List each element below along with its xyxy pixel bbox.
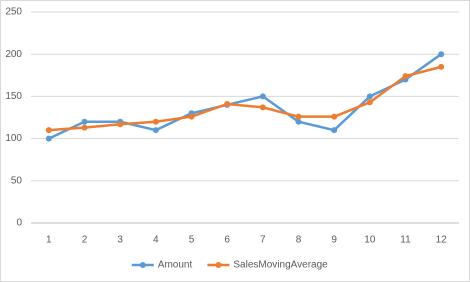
x-tick-label: 3: [117, 235, 123, 246]
y-tick-label: 50: [11, 175, 23, 186]
data-point: [259, 93, 266, 100]
x-tick-label: 9: [331, 235, 337, 246]
data-point: [188, 113, 195, 120]
x-tick-label: 2: [82, 235, 88, 246]
x-tick-label: 5: [189, 235, 195, 246]
data-point: [295, 118, 302, 125]
series-line: [48, 53, 442, 140]
data-point: [331, 127, 338, 134]
y-tick-label: 0: [16, 218, 22, 229]
legend-label: SalesMovingAverage: [233, 260, 328, 271]
data-point: [366, 99, 373, 106]
data-point: [152, 127, 159, 134]
x-tick-label: 6: [224, 235, 230, 246]
data-point: [366, 93, 373, 100]
x-tick-label: 11: [400, 235, 411, 246]
data-point: [295, 113, 302, 120]
data-point: [45, 127, 52, 134]
x-tick-label: 1: [46, 235, 52, 246]
x-tick-label: 12: [436, 235, 448, 246]
data-point: [152, 118, 159, 125]
data-point: [81, 118, 88, 125]
data-point: [81, 124, 88, 131]
y-tick-label: 100: [5, 133, 22, 144]
data-point: [402, 73, 409, 80]
y-tick-label: 250: [5, 7, 22, 18]
data-point: [331, 113, 338, 120]
x-tick-label: 10: [364, 235, 376, 246]
x-tick-label: 4: [153, 235, 159, 246]
data-point: [224, 100, 231, 107]
x-tick-label: 8: [296, 235, 302, 246]
data-point: [117, 121, 124, 128]
x-tick-label: 7: [260, 235, 266, 246]
legend-marker: [139, 262, 146, 268]
data-point: [45, 135, 52, 142]
legend-marker: [215, 262, 222, 268]
data-point: [438, 51, 445, 58]
data-point: [438, 63, 445, 70]
y-tick-label: 200: [5, 49, 22, 60]
series-line: [48, 65, 442, 132]
legend-label: Amount: [158, 260, 193, 271]
y-tick-label: 150: [5, 91, 22, 102]
data-point: [259, 104, 266, 111]
